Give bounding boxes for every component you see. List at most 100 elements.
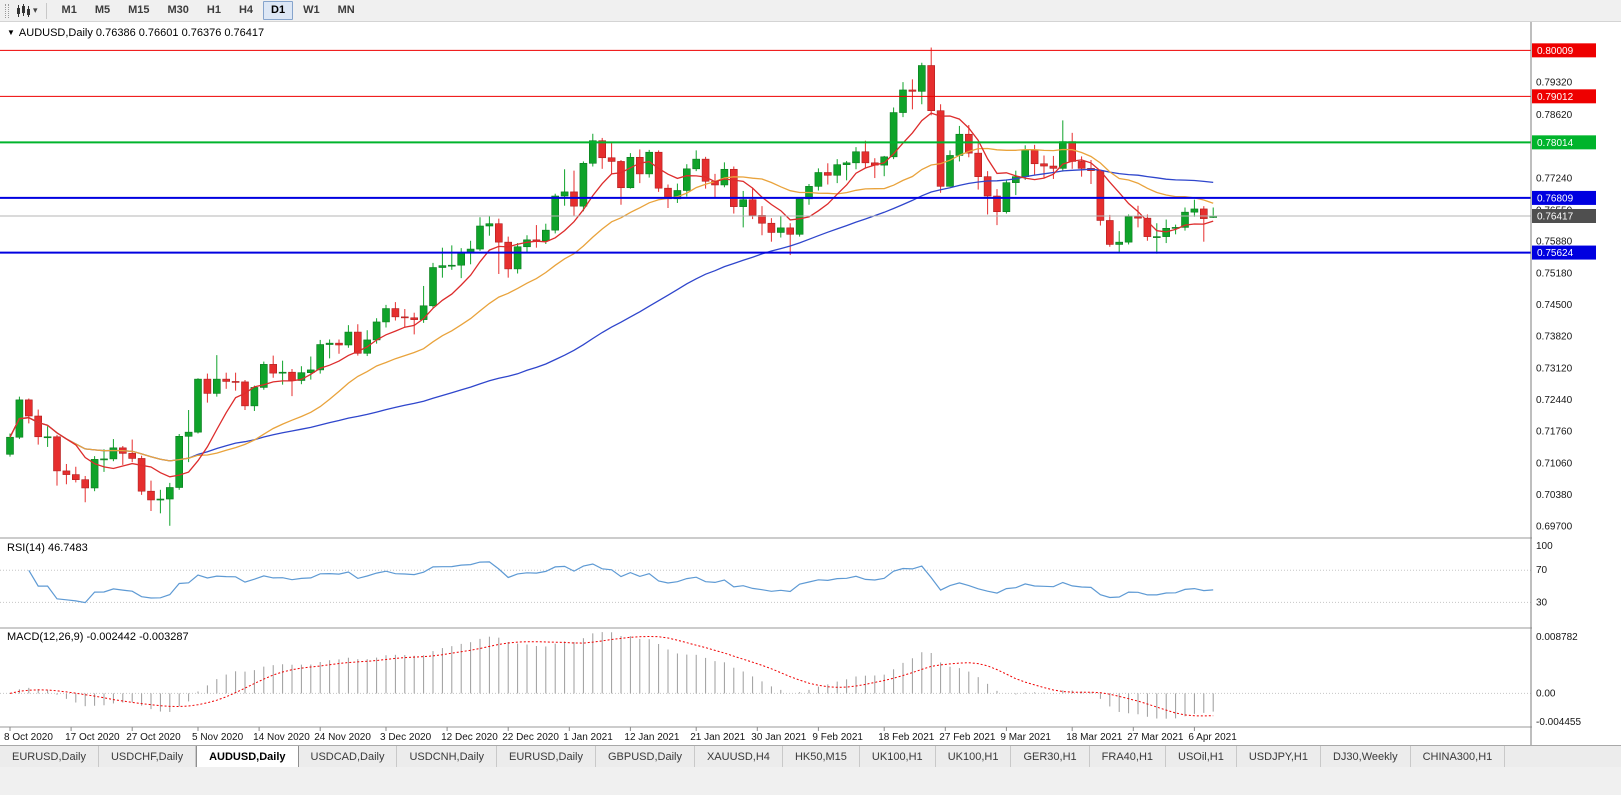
svg-text:0.78620: 0.78620: [1536, 110, 1573, 121]
chart-tab-gbpusd-daily[interactable]: GBPUSD,Daily: [596, 746, 695, 767]
chart-tab-usdcad-daily[interactable]: USDCAD,Daily: [299, 746, 398, 767]
svg-text:0.69700: 0.69700: [1536, 521, 1573, 532]
chart-tabs-bar: EURUSD,Daily USDCHF,Daily AUDUSD,Daily USDC…: [0, 745, 1621, 767]
svg-text:0.76417: 0.76417: [1537, 211, 1574, 222]
chart-area[interactable]: ▼ AUDUSD,Daily 0.76386 0.76601 0.76376 0.…: [0, 22, 1621, 745]
svg-text:6 Apr 2021: 6 Apr 2021: [1188, 732, 1237, 743]
medium-ma-line: [9, 147, 1214, 462]
svg-text:27 Oct 2020: 27 Oct 2020: [126, 732, 181, 743]
svg-text:8 Oct 2020: 8 Oct 2020: [4, 732, 53, 743]
triangle-down-icon[interactable]: ▼: [7, 28, 15, 37]
toolbar-grip[interactable]: [5, 3, 9, 18]
svg-text:0.75880: 0.75880: [1536, 236, 1573, 247]
timeframe-button-m15[interactable]: M15: [128, 4, 150, 16]
level-price-badge: 0.75624: [1532, 245, 1596, 260]
chart-tab-uk100-h1[interactable]: UK100,H1: [860, 746, 936, 767]
macd-label: MACD(12,26,9) -0.002442 -0.003287: [7, 631, 189, 643]
chart-tab-china300-h1[interactable]: CHINA300,H1: [1411, 746, 1506, 767]
chart-tab-audusd-daily[interactable]: AUDUSD,Daily: [196, 746, 299, 767]
chart-tab-usdchf-daily[interactable]: USDCHF,Daily: [99, 746, 197, 767]
svg-text:3 Dec 2020: 3 Dec 2020: [380, 732, 432, 743]
chart-tab-eurusd-daily[interactable]: EURUSD,Daily: [0, 746, 99, 767]
slow-ma-line: [9, 168, 1214, 462]
level-price-badge: 0.80009: [1532, 43, 1596, 58]
svg-text:0.75180: 0.75180: [1536, 269, 1573, 280]
time-axis[interactable]: 8 Oct 2020 17 Oct 2020 27 Oct 2020 5 Nov 20…: [4, 727, 1237, 743]
svg-text:18 Mar 2021: 18 Mar 2021: [1066, 732, 1123, 743]
svg-text:22 Dec 2020: 22 Dec 2020: [502, 732, 559, 743]
chart-tab-usoil-h1[interactable]: USOil,H1: [1166, 746, 1237, 767]
svg-text:30: 30: [1536, 597, 1548, 608]
svg-text:0.71760: 0.71760: [1536, 426, 1573, 437]
level-price-badge: 0.76809: [1532, 190, 1596, 205]
svg-text:100: 100: [1536, 541, 1553, 552]
price-axis[interactable]: 0.793200.786200.772400.765500.758800.751…: [1530, 22, 1621, 745]
timeframe-button-h4[interactable]: H4: [238, 4, 254, 16]
svg-text:18 Feb 2021: 18 Feb 2021: [878, 732, 935, 743]
svg-text:27 Feb 2021: 27 Feb 2021: [939, 732, 996, 743]
svg-text:0.79320: 0.79320: [1536, 78, 1573, 89]
chevron-down-icon[interactable]: ▾: [33, 5, 38, 15]
timeframe-button-h1[interactable]: H1: [206, 4, 221, 16]
price-chart-canvas[interactable]: 8 Oct 2020 17 Oct 2020 27 Oct 2020 5 Nov 20…: [0, 22, 1621, 745]
candlestick-chart-icon[interactable]: [14, 2, 32, 20]
level-price-badge: 0.79012: [1532, 89, 1596, 104]
svg-text:27 Mar 2021: 27 Mar 2021: [1127, 732, 1184, 743]
svg-text:0.79012: 0.79012: [1537, 92, 1574, 103]
level-price-badge: 0.78014: [1532, 135, 1596, 150]
timeframe-button-m1[interactable]: M1: [61, 4, 77, 16]
timeframe-button-mn[interactable]: MN: [337, 4, 355, 16]
timeframe-buttons: M1 M5 M15 M30 H1 H4 D1 W1 MN: [53, 1, 364, 20]
current-price-badge: 0.76417: [1532, 208, 1596, 223]
chart-tab-fra40-h1[interactable]: FRA40,H1: [1090, 746, 1167, 767]
svg-text:12 Dec 2020: 12 Dec 2020: [441, 732, 498, 743]
svg-text:14 Nov 2020: 14 Nov 2020: [253, 732, 310, 743]
svg-text:0.77240: 0.77240: [1536, 174, 1573, 185]
timeframe-button-m30[interactable]: M30: [167, 4, 189, 16]
rsi-label: RSI(14) 46.7483: [7, 542, 88, 554]
svg-text:5 Nov 2020: 5 Nov 2020: [192, 732, 244, 743]
timeframe-button-d1[interactable]: D1: [263, 1, 294, 20]
timeframe-button-w1[interactable]: W1: [303, 4, 320, 16]
chart-tab-usdjpy-h1[interactable]: USDJPY,H1: [1237, 746, 1321, 767]
svg-text:0.78014: 0.78014: [1537, 138, 1574, 149]
svg-text:0.74500: 0.74500: [1536, 300, 1573, 311]
svg-text:0.76809: 0.76809: [1537, 193, 1574, 204]
svg-text:0.71060: 0.71060: [1536, 459, 1573, 470]
macd-histogram: [18, 632, 1214, 719]
timeframe-button-m5[interactable]: M5: [94, 4, 111, 16]
svg-text:0.70380: 0.70380: [1536, 490, 1573, 501]
svg-text:0.00: 0.00: [1536, 688, 1556, 699]
svg-text:0.008782: 0.008782: [1536, 632, 1578, 643]
svg-text:17 Oct 2020: 17 Oct 2020: [65, 732, 120, 743]
symbol-ohlc-title: AUDUSD,Daily 0.76386 0.76601 0.76376 0.7…: [18, 27, 265, 39]
svg-text:0.75624: 0.75624: [1537, 248, 1574, 259]
svg-text:9 Feb 2021: 9 Feb 2021: [812, 732, 863, 743]
svg-text:1 Jan 2021: 1 Jan 2021: [563, 732, 613, 743]
svg-text:0.80009: 0.80009: [1537, 46, 1574, 57]
svg-text:70: 70: [1536, 565, 1548, 576]
chart-tab-ger30-h1[interactable]: GER30,H1: [1011, 746, 1090, 767]
fast-ma-line: [9, 112, 1214, 478]
svg-text:0.73820: 0.73820: [1536, 331, 1573, 342]
chart-tab-usdcnh-daily[interactable]: USDCNH,Daily: [397, 746, 498, 767]
chart-title: ▼ AUDUSD,Daily 0.76386 0.76601 0.76376 0.…: [7, 27, 264, 39]
svg-text:24 Nov 2020: 24 Nov 2020: [314, 732, 371, 743]
rsi-line: [28, 561, 1214, 604]
status-bar: [0, 767, 1621, 795]
svg-text:-0.004455: -0.004455: [1536, 717, 1581, 728]
chart-tab-eurusd-daily[interactable]: EURUSD,Daily: [497, 746, 596, 767]
toolbar-separator: [45, 2, 47, 19]
macd-signal-line: [9, 635, 1214, 717]
svg-text:0.73120: 0.73120: [1536, 364, 1573, 375]
chart-tab-xauusd-h4[interactable]: XAUUSD,H4: [695, 746, 783, 767]
svg-text:21 Jan 2021: 21 Jan 2021: [690, 732, 745, 743]
chart-tab-dj30-weekly[interactable]: DJ30,Weekly: [1321, 746, 1411, 767]
svg-text:12 Jan 2021: 12 Jan 2021: [624, 732, 679, 743]
timeframe-toolbar: ▾ M1 M5 M15 M30 H1 H4 D1 W1 MN: [0, 0, 1621, 22]
svg-text:9 Mar 2021: 9 Mar 2021: [1000, 732, 1051, 743]
chart-tab-uk100-h1[interactable]: UK100,H1: [936, 746, 1012, 767]
svg-text:30 Jan 2021: 30 Jan 2021: [751, 732, 806, 743]
chart-tab-hk50-m15[interactable]: HK50,M15: [783, 746, 860, 767]
svg-text:0.72440: 0.72440: [1536, 395, 1573, 406]
